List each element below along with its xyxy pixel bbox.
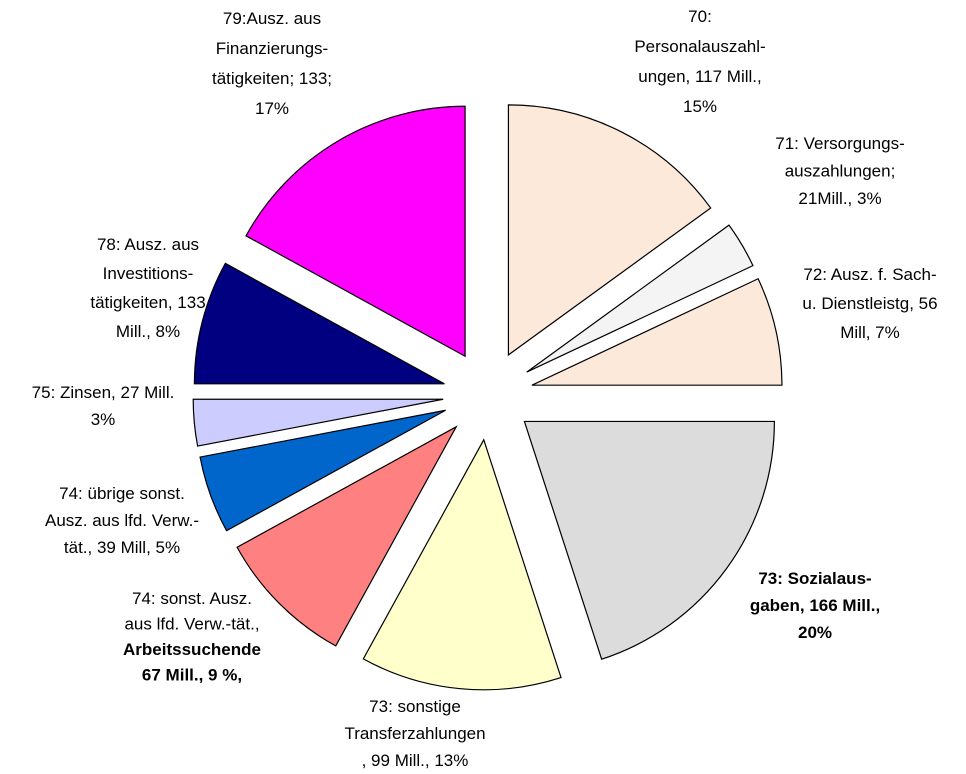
- label-line: Transferzahlungen: [344, 724, 485, 743]
- label-line: ungen, 117 Mill.,: [638, 67, 761, 86]
- label-line: 21Mill., 3%: [798, 189, 881, 208]
- slice-label: 74: sonst. Ausz. aus lfd. Verw.-tät., Arbe…: [123, 589, 261, 685]
- label-line: Mill, 7%: [840, 323, 900, 342]
- label-line: 15%: [683, 97, 717, 116]
- label-line: 17%: [255, 99, 289, 118]
- pie-slice: [507, 104, 712, 357]
- label-line: Mill., 8%: [116, 322, 180, 341]
- slice-label: 73: sonstige Transferzahlungen , 99 Mill.,…: [344, 697, 485, 770]
- slice-label: 79:Ausz. aus Finanzierungs-tätigkeiten; 1…: [212, 9, 332, 118]
- label-line: 67 Mill., 9 %,: [142, 666, 242, 685]
- label-line: tätigkeiten; 133;: [212, 69, 332, 88]
- label-line: Arbeitssuchende: [123, 640, 261, 659]
- slice-label: 70: Personalauszahl-ungen, 117 Mill., 15%: [634, 7, 765, 116]
- pie-slice: [245, 105, 466, 358]
- slice-label: 71: Versorgungs-auszahlungen; 21Mill., 3%: [775, 134, 904, 208]
- label-line: tät., 39 Mill, 5%: [64, 538, 180, 557]
- label-line: 78: Ausz. aus: [97, 235, 199, 254]
- label-line: 74: sonst. Ausz.: [132, 589, 252, 608]
- label-line: Personalauszahl-: [634, 37, 765, 56]
- pie-slice: [192, 398, 444, 447]
- slice-label: 78: Ausz. aus Investitions-tätigkeiten, 1…: [90, 235, 205, 341]
- label-line: Finanzierungs-: [216, 39, 328, 58]
- pie-slice: [362, 438, 562, 691]
- label-line: 20%: [798, 623, 832, 642]
- label-line: 3%: [91, 410, 116, 429]
- label-line: gaben, 166 Mill.,: [750, 596, 880, 615]
- label-line: 73: Sozialaus-: [758, 569, 871, 588]
- slice-label: 74: übrige sonst. Ausz. aus lfd. Verw.- tä…: [45, 484, 199, 557]
- slice-label: 72: Ausz. f. Sach-u. Dienstleistg, 56 Mil…: [802, 265, 937, 342]
- label-line: aus lfd. Verw.-tät.,: [124, 615, 259, 634]
- pie-slice: [523, 420, 776, 660]
- pie-slice: [193, 262, 445, 385]
- slice-label: 75: Zinsen, 27 Mill. 3%: [32, 383, 175, 429]
- slice-label: 73: Sozialaus-gaben, 166 Mill., 20%: [750, 569, 880, 642]
- label-line: 73: sonstige: [369, 697, 461, 716]
- label-line: 74: übrige sonst.: [59, 484, 185, 503]
- label-line: tätigkeiten, 133: [90, 293, 205, 312]
- pie-slice: [236, 425, 458, 647]
- label-line: auszahlungen;: [785, 162, 896, 181]
- label-line: 72: Ausz. f. Sach-: [803, 265, 936, 284]
- label-line: Investitions-: [103, 264, 194, 283]
- label-line: u. Dienstleistg, 56: [802, 294, 937, 313]
- label-line: 71: Versorgungs-: [775, 134, 904, 153]
- pie-slice: [531, 277, 783, 386]
- pie-slice: [526, 224, 754, 373]
- label-line: , 99 Mill., 13%: [362, 751, 469, 770]
- label-line: 70:: [688, 7, 712, 26]
- label-line: 79:Ausz. aus: [223, 9, 321, 28]
- label-line: Ausz. aus lfd. Verw.-: [45, 511, 199, 530]
- pie-slice: [199, 409, 446, 532]
- label-line: 75: Zinsen, 27 Mill.: [32, 383, 175, 402]
